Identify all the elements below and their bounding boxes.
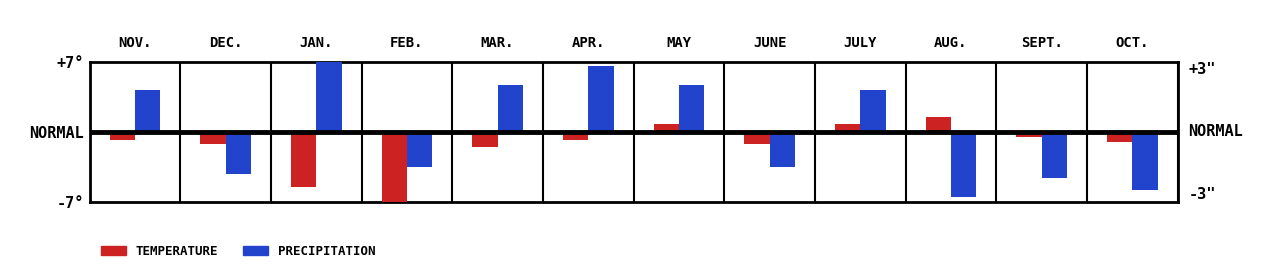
Bar [200, 132, 225, 144]
Bar [769, 132, 795, 167]
Text: JAN.: JAN. [300, 36, 333, 50]
Bar [835, 123, 860, 132]
Bar [407, 132, 433, 167]
Bar [291, 132, 316, 186]
Bar [381, 132, 407, 202]
Bar [225, 132, 251, 174]
Text: AUG.: AUG. [934, 36, 968, 50]
Bar [472, 132, 498, 147]
Text: NORMAL: NORMAL [1189, 124, 1243, 139]
Text: MAR.: MAR. [481, 36, 515, 50]
Bar [563, 132, 589, 140]
Bar [134, 90, 160, 132]
Bar [1133, 132, 1157, 190]
Bar [1107, 132, 1133, 142]
Text: DEC.: DEC. [209, 36, 242, 50]
Bar [951, 132, 977, 197]
Legend: TEMPERATURE, PRECIPITATION: TEMPERATURE, PRECIPITATION [96, 240, 381, 263]
Text: APR.: APR. [571, 36, 605, 50]
Bar [654, 123, 678, 132]
Text: JUNE: JUNE [753, 36, 786, 50]
Text: +3": +3" [1189, 62, 1216, 77]
Bar [678, 85, 704, 132]
Text: NOV.: NOV. [118, 36, 152, 50]
Text: MAY: MAY [667, 36, 691, 50]
Text: OCT.: OCT. [1115, 36, 1149, 50]
Bar [1042, 132, 1068, 178]
Bar [498, 85, 524, 132]
Bar [925, 116, 951, 132]
Bar [316, 0, 342, 132]
Text: SEPT.: SEPT. [1020, 36, 1062, 50]
Text: -3": -3" [1189, 186, 1216, 202]
Bar [110, 132, 134, 140]
Text: FEB.: FEB. [390, 36, 424, 50]
Bar [589, 66, 613, 132]
Bar [1016, 132, 1042, 137]
Bar [744, 132, 769, 144]
Text: JULY: JULY [844, 36, 877, 50]
Bar [860, 90, 886, 132]
